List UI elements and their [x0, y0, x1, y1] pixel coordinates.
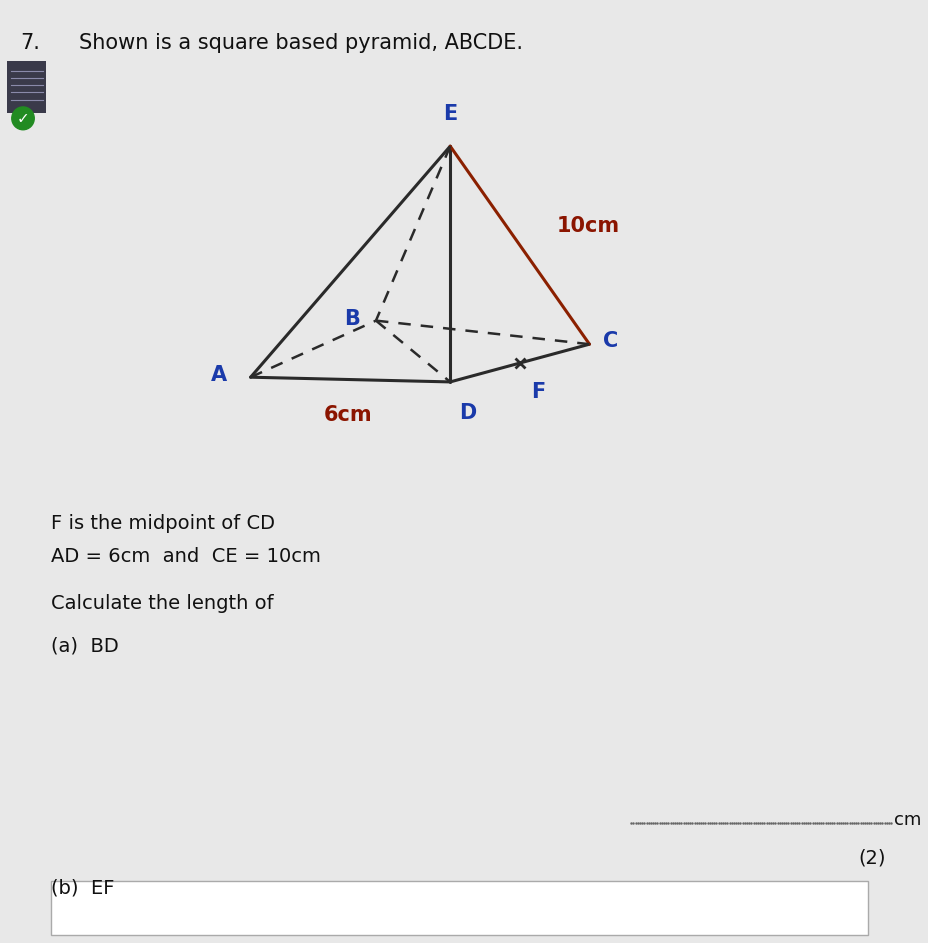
- Text: cm: cm: [893, 811, 921, 830]
- Text: AD = 6cm  and  CE = 10cm: AD = 6cm and CE = 10cm: [51, 547, 320, 566]
- Text: A: A: [211, 365, 227, 386]
- FancyBboxPatch shape: [51, 881, 867, 935]
- Text: 10cm: 10cm: [557, 216, 619, 237]
- Text: Shown is a square based pyramid, ABCDE.: Shown is a square based pyramid, ABCDE.: [79, 33, 522, 53]
- Text: ✓: ✓: [17, 111, 30, 125]
- Text: F is the midpoint of CD: F is the midpoint of CD: [51, 514, 275, 533]
- Text: (b)  EF: (b) EF: [51, 879, 114, 898]
- Text: D: D: [459, 403, 476, 422]
- Text: B: B: [344, 308, 360, 329]
- Text: (a)  BD: (a) BD: [51, 637, 119, 655]
- Text: E: E: [443, 105, 457, 124]
- Text: 7.: 7.: [20, 33, 40, 53]
- Text: F: F: [531, 382, 545, 402]
- Text: (2): (2): [857, 849, 885, 868]
- Text: 6cm: 6cm: [324, 405, 372, 425]
- Circle shape: [12, 107, 34, 130]
- Text: C: C: [602, 331, 618, 352]
- Text: Calculate the length of: Calculate the length of: [51, 594, 274, 613]
- FancyBboxPatch shape: [7, 61, 46, 113]
